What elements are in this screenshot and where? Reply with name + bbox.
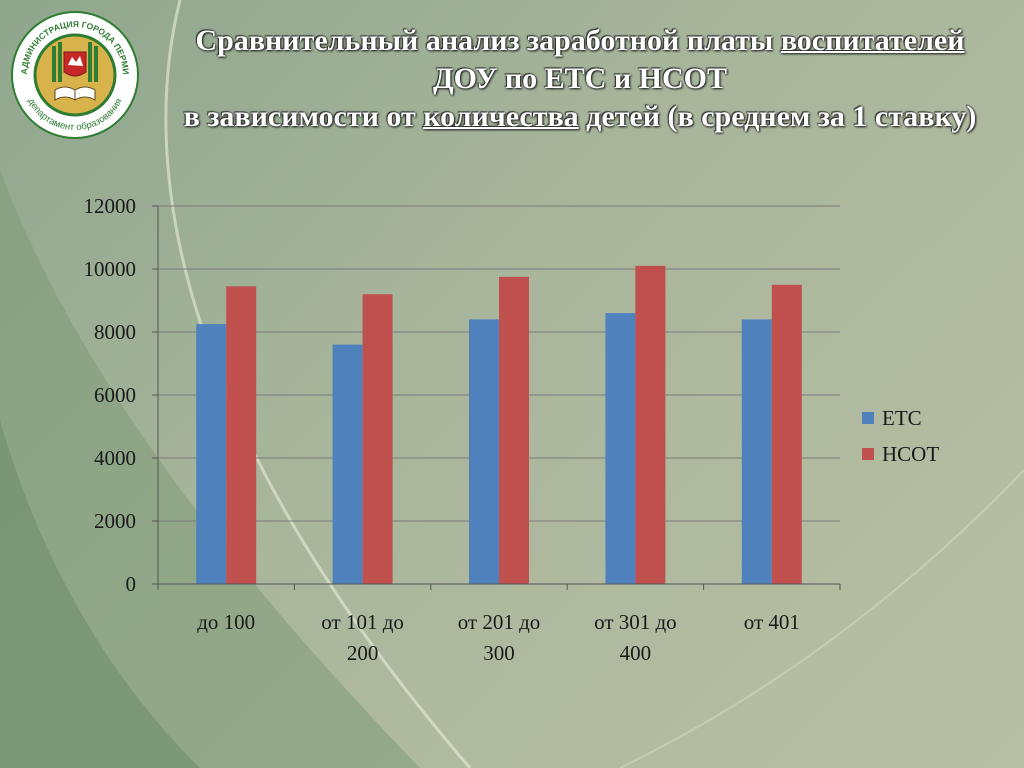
title-line3-text-b: детей (в среднем за 1 ставку) — [578, 100, 977, 133]
city-administration-logo: АДМИНИСТРАЦИЯ ГОРОДА ПЕРМИ департамент о… — [11, 11, 139, 139]
chart-axes — [152, 205, 841, 590]
bar-ets — [605, 313, 636, 584]
title-line1-underlined: воспитателей — [780, 24, 965, 57]
x-tick-label: до 100 — [197, 610, 255, 634]
bar-nsot — [362, 294, 393, 584]
x-tick-label: от 101 до — [321, 610, 404, 634]
x-tick-label: 300 — [483, 641, 515, 665]
bar-ets — [469, 319, 499, 584]
bar-nsot — [499, 276, 529, 584]
y-tick-label: 4000 — [94, 446, 136, 470]
y-tick-label: 10000 — [84, 257, 137, 281]
title-line2: ДОУ по ЕТС и НСОТ — [433, 62, 727, 95]
legend-item: НСОТ — [862, 436, 939, 472]
y-tick-label: 8000 — [94, 320, 136, 344]
x-tick-label: 400 — [620, 641, 652, 665]
title-line1-text: Сравнительный анализ заработной платы — [195, 24, 781, 57]
x-tick-label: от 301 до — [594, 610, 677, 634]
legend-label: НСОТ — [882, 441, 940, 466]
y-tick-label: 0 — [126, 572, 137, 596]
y-tick-label: 6000 — [94, 383, 136, 407]
slide-title: Сравнительный анализ заработной платы во… — [160, 22, 1000, 136]
title-line3-underlined: количества — [423, 100, 579, 133]
chart-bars — [196, 265, 802, 584]
legend-label: ЕТС — [882, 405, 922, 430]
x-tick-label: 200 — [347, 641, 379, 665]
x-tick-label: от 201 до — [458, 610, 541, 634]
bar-ets — [332, 344, 363, 584]
bar-ets — [196, 324, 227, 584]
legend-swatch — [862, 448, 874, 460]
legend-swatch — [862, 412, 874, 424]
bar-nsot — [635, 265, 666, 584]
bar-nsot — [771, 284, 802, 584]
chart-labels: 0 2000 4000 6000 8000 10000 12000 до 100 от 101 … — [84, 194, 800, 665]
bar-ets — [741, 319, 772, 584]
x-tick-label: от 401 — [744, 610, 800, 634]
y-tick-label: 2000 — [94, 509, 136, 533]
legend-item: ЕТС — [862, 400, 939, 436]
title-line3-text-a: в зависимости от — [183, 100, 424, 133]
chart-legend: ЕТС НСОТ — [862, 400, 939, 472]
bar-nsot — [226, 286, 257, 584]
y-tick-label: 12000 — [84, 194, 137, 218]
